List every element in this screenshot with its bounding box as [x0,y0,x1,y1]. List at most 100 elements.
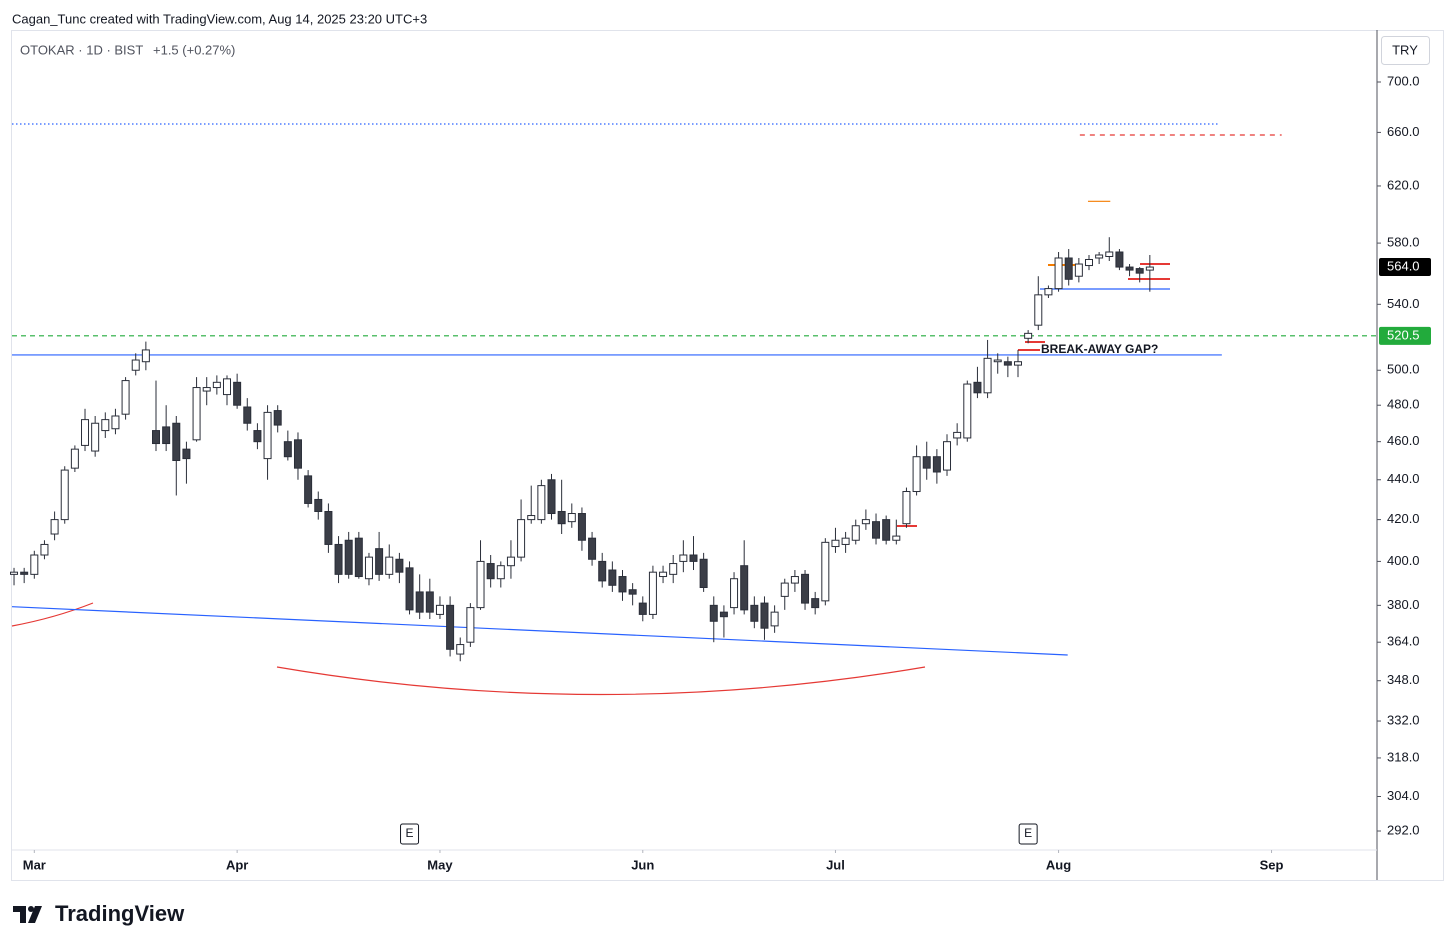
candle-body [912,456,921,493]
candle-body [60,469,69,521]
candle-body [709,604,718,622]
candle-body [486,563,495,580]
candle-body [983,357,992,394]
candle-body [1125,266,1134,271]
candle-body [70,448,79,469]
candle-body [831,539,840,548]
y-tick-label: 660.0 [1387,124,1420,139]
y-tick-label: 460.0 [1387,433,1420,448]
x-tick-label: Jul [826,857,845,872]
candle-body [801,573,810,604]
x-tick-label: Apr [226,857,248,872]
candle-body [506,556,515,567]
candle-body [466,607,475,643]
candle-body [577,513,586,541]
candle-body [973,381,982,394]
candle-body [192,387,201,441]
candle-body [324,510,333,545]
candle-body [567,513,576,523]
logo-text: TradingView [55,901,185,926]
candle-body [760,602,769,629]
candle-body [111,415,120,430]
candle-body [659,571,668,578]
candle-body [689,554,698,562]
y-tick-label: 700.0 [1387,73,1420,88]
candle-body [364,556,373,580]
candle-body [182,448,191,460]
candle-body [1084,258,1093,267]
candle-body [212,381,221,389]
trendline [11,606,1068,656]
candle-body [1145,266,1154,271]
candle-body [446,604,455,650]
candle-body [10,571,19,575]
logo-dot [28,906,34,912]
candle-body [81,419,90,446]
change: +1.5 (+0.27%) [153,42,235,57]
candle-body [902,491,911,525]
candle-body [628,589,637,595]
candle-body [1074,263,1083,277]
candle-body [314,498,323,512]
candle-body [435,604,444,615]
red-arc [11,602,94,627]
y-tick-label: 304.0 [1387,788,1420,803]
candle-body [740,565,749,611]
candle-body [872,521,881,539]
candle-body [770,611,779,627]
candle-body [304,475,313,504]
candle-body [222,378,231,396]
candle-body [385,556,394,575]
candle-body [172,422,181,462]
y-tick-label: 580.0 [1387,235,1420,250]
event-label: E [1024,826,1032,840]
candle-body [730,578,739,609]
candle-body [1054,257,1063,290]
logo: TradingView [13,901,185,926]
y-tick-label: 540.0 [1387,296,1420,311]
candle-body [811,598,820,609]
candle-body [263,411,272,460]
y-tick-label: 364.0 [1387,634,1420,649]
y-tick-label: 380.0 [1387,597,1420,612]
candle-body [415,591,424,613]
candle-body [1003,361,1012,366]
currency-box[interactable] [1381,36,1430,65]
candle-body [943,441,952,471]
candle-body [243,406,252,424]
x-tick-label: May [427,857,453,872]
candle-body [780,582,789,597]
candle-body [273,410,282,426]
y-tick-label: 420.0 [1387,511,1420,526]
symbol: OTOKAR · 1D · BIST [20,42,143,57]
y-tick-label: 500.0 [1387,362,1420,377]
candle-body [91,422,100,452]
y-tick-label: 480.0 [1387,397,1420,412]
candles [10,237,1154,662]
candle-body [932,456,941,473]
x-tick-label: Mar [23,857,46,872]
candle-body [608,569,617,586]
candle-body [557,510,566,525]
candle-body [293,439,302,469]
last-price-box [1379,258,1431,277]
candle-body [719,611,728,618]
candle-body [1135,268,1144,274]
chart-frame [11,30,1444,881]
candle-body [283,441,292,458]
candle-body [699,558,708,589]
candle-body [537,485,546,521]
candle-body [1014,361,1023,366]
candle-body [618,576,627,593]
candle-body [20,571,29,575]
annotation: BREAK-AWAY GAP? [1041,342,1158,356]
y-tick-label: 440.0 [1387,471,1420,486]
level-price-box [1379,326,1431,345]
y-tick-label: 620.0 [1387,177,1420,192]
candle-body [405,567,414,611]
candle-body [953,431,962,439]
candle-body [476,560,485,609]
candle-body [993,359,1002,363]
candle-body [131,359,140,371]
